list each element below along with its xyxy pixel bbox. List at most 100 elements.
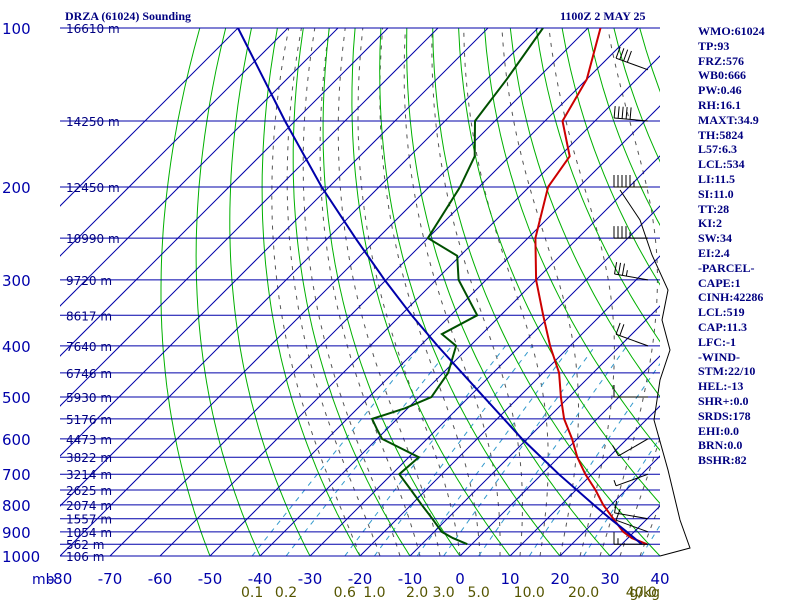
wind-barb-staff [615, 473, 649, 487]
index-item: SRDS:178 [698, 408, 751, 423]
temperature-tick-label: 40 [650, 570, 669, 588]
index-item: EI:2.4 [698, 245, 730, 260]
temperature-tick-label: 0 [455, 570, 465, 588]
wind-barb-flag [629, 107, 632, 120]
wind-barb [612, 438, 649, 457]
height-label: 7640 m [66, 340, 112, 354]
temperature-tick-label: -10 [398, 570, 423, 588]
chart-title: DRZA (61024) Sounding [65, 9, 192, 23]
wind-barb [615, 508, 649, 533]
index-item: MAXT:34.9 [698, 112, 759, 127]
index-item: LCL:534 [698, 157, 745, 172]
index-item: BSHR:82 [698, 453, 747, 468]
wind-barb [615, 46, 649, 71]
wind-barb-staff [615, 57, 649, 71]
parcel-profile [237, 28, 643, 545]
index-item: SW:34 [698, 231, 733, 246]
height-label: 5176 m [66, 413, 112, 427]
wind-barb [613, 473, 649, 487]
isotherm [159, 55, 660, 556]
isotherm [60, 28, 289, 257]
isotherm [259, 155, 660, 556]
height-label: 14250 m [66, 115, 120, 129]
wind-barb-staff [615, 519, 649, 533]
isotherm [309, 205, 660, 556]
isotherm [509, 405, 660, 556]
index-item: L57:6.3 [698, 142, 737, 157]
height-label: 106 m [66, 550, 104, 564]
index-item: EHI:0.0 [698, 423, 740, 438]
temperature-profile [534, 28, 648, 546]
isotherm [459, 355, 660, 556]
wind-barb [613, 385, 648, 398]
height-label: 562 m [66, 538, 104, 552]
wind-barb-staff [614, 512, 649, 520]
height-label: 10990 m [66, 232, 120, 246]
index-item: BRN:0.0 [698, 438, 743, 453]
wind-barb-flag [623, 49, 629, 62]
index-item: TT:28 [698, 201, 730, 216]
temperature-tick-label: -50 [198, 570, 223, 588]
temperature-tick-label: -70 [98, 570, 123, 588]
index-item: CINH:42286 [698, 290, 764, 305]
index-item: SHR+:0.0 [698, 393, 749, 408]
index-item: WMO:61024 [698, 24, 765, 38]
temperature-tick-label: 20 [550, 570, 569, 588]
mixing-ratio-label: 0.2 [275, 585, 297, 600]
index-item: KI:2 [698, 216, 722, 231]
wind-barb-flag [619, 324, 625, 336]
wind-barb [613, 532, 648, 545]
pressure-tick-label: 1000 [2, 548, 40, 566]
wind-barb [613, 226, 648, 239]
mixing-ratio-label: 0.6 [334, 585, 356, 600]
wind-barb-flag [614, 500, 618, 513]
wind-barb [615, 322, 649, 347]
wind-barb-flag [621, 106, 624, 119]
index-item: RH:16.1 [698, 97, 741, 112]
isotherm [60, 28, 589, 556]
index-item: SI:11.0 [698, 186, 734, 201]
wind-barb-flag [615, 322, 621, 335]
pressure-tick-label: 700 [2, 466, 31, 484]
isotherm [109, 28, 639, 556]
temperature-tick-label: -80 [48, 570, 73, 588]
wind-barb [614, 262, 649, 281]
pressure-tick-label: 100 [2, 20, 31, 38]
index-item: LFC:-1 [698, 334, 736, 349]
wind-barb-flag [619, 48, 625, 60]
wind-barb-staff [618, 438, 649, 457]
wind-barb-flag [615, 508, 621, 521]
wind-barb [613, 106, 649, 122]
pressure-tick-label: 400 [2, 338, 31, 356]
index-item: PW:0.46 [698, 83, 742, 98]
mixing-ratio-label: 1.0 [363, 585, 385, 600]
height-label: 2074 m [66, 499, 112, 513]
sounding-timestamp: 1100Z 2 MAY 25 [560, 9, 646, 23]
pressure-tick-label: 500 [2, 389, 31, 407]
pressure-tick-label: 300 [2, 272, 31, 290]
pressure-tick-label: 600 [2, 431, 31, 449]
wind-barb-staff [614, 117, 649, 122]
index-item: CAPE:1 [698, 275, 741, 290]
x-axis-unit: mb [32, 572, 55, 588]
mixing-ratio-label: 40.0 [626, 585, 657, 600]
height-label: 4473 m [66, 433, 112, 447]
wind-barb-flag [626, 50, 632, 63]
mixing-ratio-label: 0.1 [241, 585, 263, 600]
wind-barb-flag [614, 262, 618, 275]
temperature-tick-label: -60 [148, 570, 173, 588]
index-item: FRZ:576 [698, 53, 744, 68]
wind-barb-flag [621, 263, 625, 276]
index-item: CAP:11.3 [698, 319, 747, 334]
isotherm [60, 28, 389, 357]
pressure-tick-label: 800 [2, 497, 31, 515]
height-label: 12450 m [66, 181, 120, 195]
index-item: WB0:666 [698, 68, 746, 83]
wind-barb-staff [615, 333, 649, 347]
height-label: 2625 m [66, 484, 112, 498]
wind-barb-flag [625, 270, 628, 277]
isotherm [409, 305, 660, 556]
mixing-ratio-unit: g/kg [629, 585, 660, 600]
wind-barb-flag [617, 262, 622, 275]
